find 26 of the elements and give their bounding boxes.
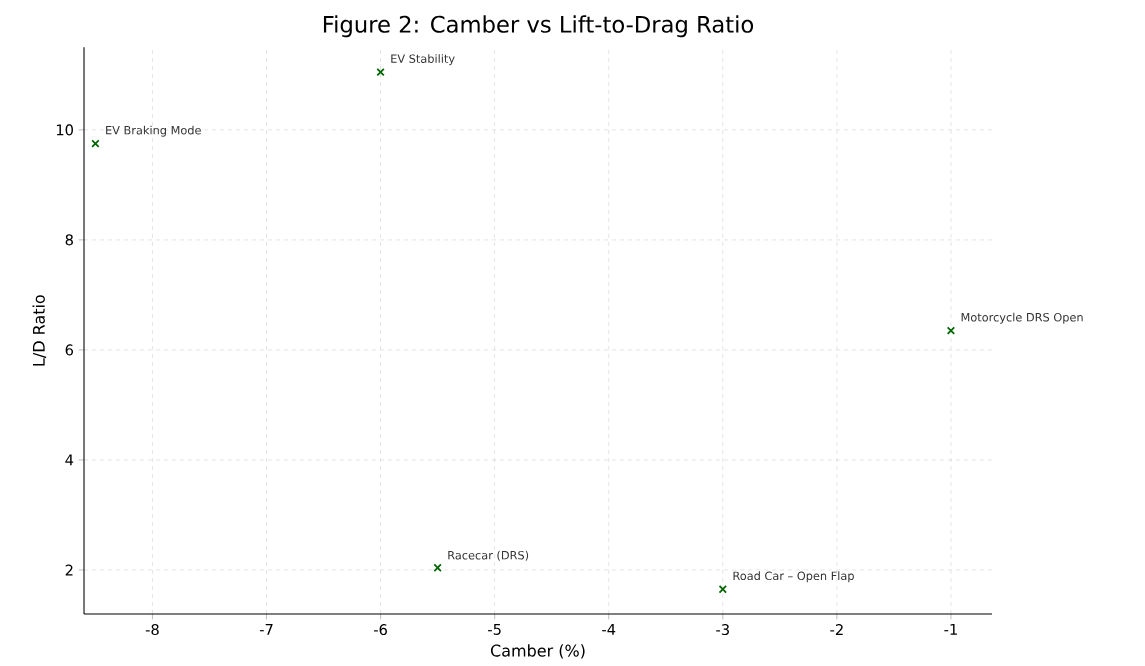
x-tick-label: -1 — [944, 624, 957, 635]
x-tick-label: -2 — [830, 624, 843, 635]
point — [718, 585, 727, 594]
x-tick-label: -4 — [602, 624, 616, 635]
point — [433, 563, 442, 572]
annotation: Motorcycle DRS Open — [961, 312, 1083, 324]
x-axis-title: Camber (%) — [490, 644, 585, 659]
y-tick-label: 6 — [65, 344, 74, 356]
annotation: Road Car – Open Flap — [733, 571, 854, 583]
y-tick-label: 10 — [56, 124, 73, 136]
point — [946, 326, 956, 335]
y-tick-label: 2 — [65, 564, 73, 576]
annotation: EV Braking Mode — [106, 125, 201, 137]
x-tick-label: -7 — [259, 624, 273, 635]
point — [376, 67, 385, 77]
x-tick-label: -3 — [716, 624, 729, 636]
y-tick-label: 4 — [65, 454, 74, 466]
x-tick-label: -8 — [145, 624, 159, 636]
x-tick-label: -6 — [373, 624, 387, 636]
x-tick-label: -5 — [488, 624, 501, 635]
chart-title: Figure 2: Camber vs Lift-to-Drag Ratio — [323, 15, 754, 38]
y-tick-label: 8 — [65, 234, 73, 246]
y-axis-title: L/D Ratio — [32, 295, 47, 366]
point — [91, 139, 100, 148]
annotation: Racecar (DRS) — [448, 550, 529, 561]
annotation: EV Stability — [391, 54, 455, 66]
